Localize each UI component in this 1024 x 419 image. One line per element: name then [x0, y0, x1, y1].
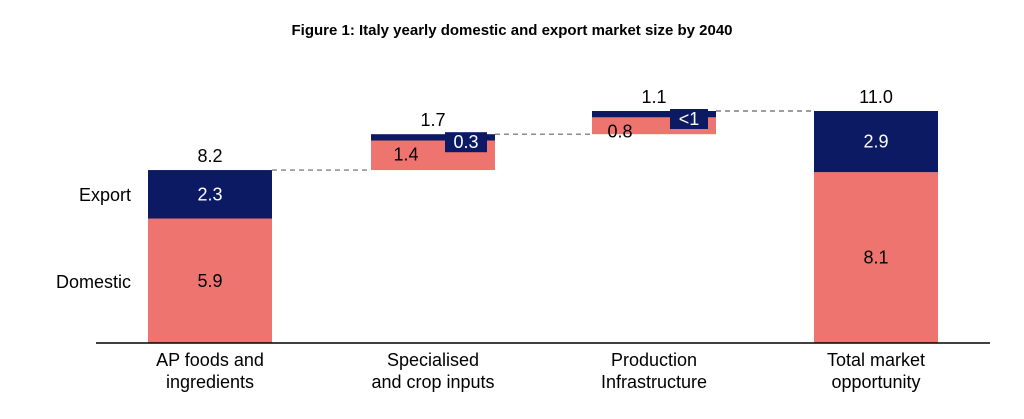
label-domestic-3: 8.1	[863, 248, 888, 268]
category-label-line: Specialised	[387, 350, 479, 370]
chart-title: Figure 1: Italy yearly domestic and expo…	[291, 22, 733, 39]
category-label-line: Infrastructure	[601, 372, 707, 392]
label-total-0: 8.2	[197, 146, 222, 166]
label-export-3: 2.9	[863, 132, 888, 152]
bar-export-1	[371, 134, 495, 141]
category-label-2: Production Infrastructure	[601, 350, 707, 392]
category-label-line: and crop inputs	[371, 372, 494, 392]
category-label-line: Production	[611, 350, 697, 370]
category-label-line: AP foods and	[156, 350, 264, 370]
label-total-1: 1.7	[420, 110, 445, 130]
category-label-line: ingredients	[166, 372, 254, 392]
category-label-line: opportunity	[831, 372, 920, 392]
bar-export-0	[148, 170, 272, 219]
export-label-box-2	[670, 109, 708, 129]
category-label-line: Total market	[827, 350, 925, 370]
label-export-2: <1	[679, 109, 700, 129]
bar-export-2	[592, 111, 716, 118]
label-domestic-2: 0.8	[607, 121, 632, 141]
category-label-0: AP foods and ingredients	[156, 350, 264, 392]
export-label-box-1	[445, 132, 487, 153]
bar-export-3	[814, 111, 938, 173]
label-total-3: 11.0	[859, 87, 893, 107]
category-label-3: Total market opportunity	[827, 350, 925, 392]
category-label-1: Specialised and crop inputs	[371, 350, 494, 392]
label-total-2: 1.1	[641, 87, 666, 107]
label-export-1: 0.3	[453, 132, 478, 152]
bar-domestic-3	[814, 172, 938, 343]
label-domestic-0: 5.9	[197, 271, 222, 291]
row-label-domestic: Domestic	[56, 272, 131, 292]
label-domestic-1: 1.4	[393, 145, 418, 165]
row-label-export: Export	[79, 185, 131, 205]
bar-domestic-0	[148, 218, 272, 343]
label-export-0: 2.3	[197, 184, 222, 204]
